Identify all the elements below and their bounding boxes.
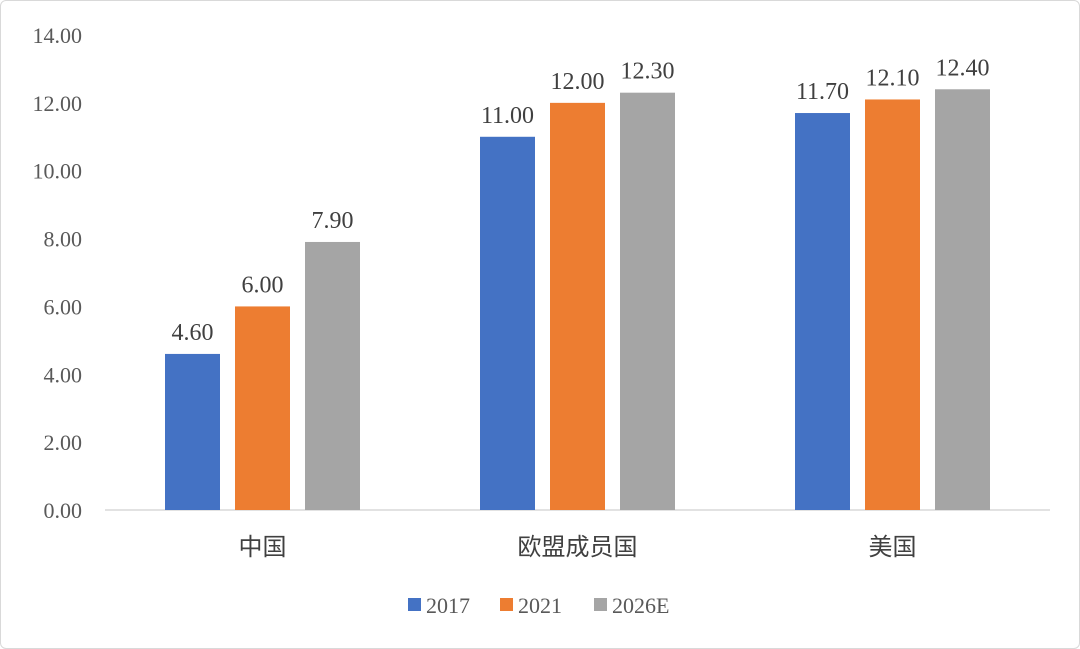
data-label: 7.90: [312, 208, 354, 234]
bars: [165, 89, 990, 511]
data-label: 12.10: [866, 65, 920, 91]
bar-2026E-2: [935, 89, 990, 511]
bar-2017-1: [480, 136, 535, 511]
legend-swatch: [408, 598, 421, 611]
data-labels: 4.60 6.00 7.90 11.00 12.00 12.30 11.70 12.10 12.…: [172, 55, 990, 346]
data-label: 11.00: [481, 103, 534, 129]
data-label: 12.00: [551, 69, 605, 95]
legend: 2017 2021 2026E: [408, 593, 669, 618]
y-tick-label: 2.00: [44, 430, 83, 455]
y-tick-label: 4.00: [44, 362, 83, 387]
bar-2021-1: [550, 102, 605, 510]
legend-label: 2021: [518, 593, 562, 618]
data-label: 6.00: [242, 272, 284, 298]
bar-2026E-0: [305, 241, 360, 510]
legend-label: 2026E: [612, 593, 669, 618]
category-label: 中国: [239, 533, 287, 561]
data-label: 12.30: [621, 59, 675, 85]
legend-swatch: [500, 598, 513, 611]
bar-2017-0: [165, 353, 220, 510]
data-label: 12.40: [936, 55, 990, 81]
y-tick-label: 8.00: [44, 227, 83, 252]
data-label: 11.70: [796, 79, 849, 105]
bar-2026E-1: [620, 92, 675, 510]
bar-2021-0: [235, 306, 290, 510]
y-tick-label: 0.00: [44, 498, 83, 523]
y-tick-label: 14.00: [33, 23, 83, 48]
y-tick-label: 12.00: [33, 91, 83, 116]
category-label: 欧盟成员国: [518, 533, 638, 561]
x-axis: 中国 欧盟成员国 美国: [239, 533, 917, 561]
category-label: 美国: [869, 533, 917, 561]
data-label: 4.60: [172, 320, 214, 346]
y-tick-label: 10.00: [33, 159, 83, 184]
y-axis: 0.00 2.00 4.00 6.00 8.00 10.00 12.00 14.00: [33, 23, 83, 523]
legend-swatch: [594, 598, 607, 611]
bar-2017-2: [795, 113, 850, 511]
legend-label: 2017: [426, 593, 470, 618]
bar-2021-2: [865, 99, 920, 510]
y-tick-label: 6.00: [44, 294, 83, 319]
